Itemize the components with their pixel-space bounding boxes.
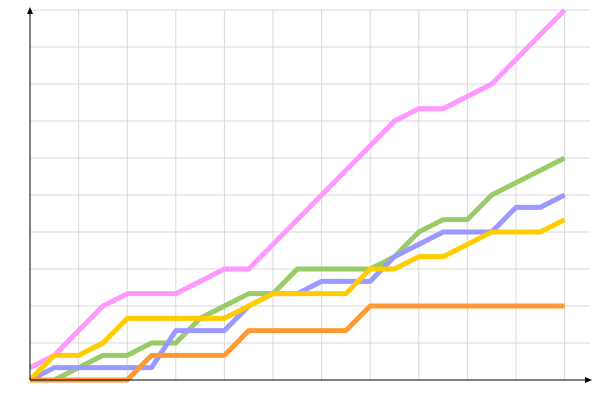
y-axis-arrow-icon (27, 7, 33, 14)
series-group (28, 8, 567, 383)
series-line-4 (28, 217, 566, 382)
series-line-1 (28, 8, 567, 370)
x-axis-arrow-icon (585, 377, 592, 383)
series-line-2 (30, 155, 566, 383)
axes (27, 7, 592, 383)
grid (30, 9, 590, 380)
